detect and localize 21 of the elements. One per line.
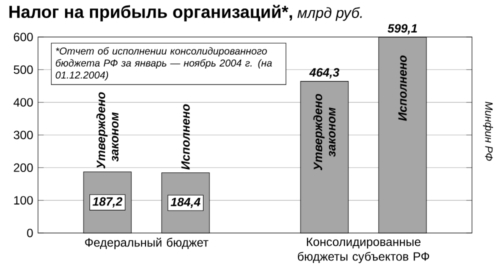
x-tick-label: Консолидированные бюджеты субъектов РФ (298, 238, 430, 264)
text: Исполнено (398, 55, 407, 121)
text: Исполнено (181, 104, 190, 170)
y-tick-label: 200 (14, 163, 33, 172)
x-tick-label: Федеральный бюджет (85, 238, 208, 250)
text: Минфин РФ (483, 102, 493, 161)
data-label: 187,2 (92, 197, 122, 208)
y-tick-label: 400 (14, 98, 33, 107)
chart-subtitle: млрд руб. (298, 7, 362, 21)
chart-title: Налог на прибыль организаций*, (9, 4, 292, 22)
text: Утверждено законом (313, 94, 336, 170)
y-tick-label: 500 (14, 65, 33, 74)
text: Утверждено законом (96, 92, 119, 169)
y-tick-label: 300 (14, 130, 33, 140)
y-tick-label: 100 (14, 196, 33, 205)
data-label: 464,3 (309, 68, 340, 78)
data-label: 184,4 (170, 198, 200, 208)
annotation: *Отчет об исполнении консолидированного бюджета РФ за январь — ноябрь 2004 г. (на 01.12.2004) (56, 47, 272, 81)
y-tick-label: 600 (14, 32, 33, 42)
y-tick-label: 0 (27, 228, 33, 238)
data-label: 599,1 (388, 24, 417, 34)
